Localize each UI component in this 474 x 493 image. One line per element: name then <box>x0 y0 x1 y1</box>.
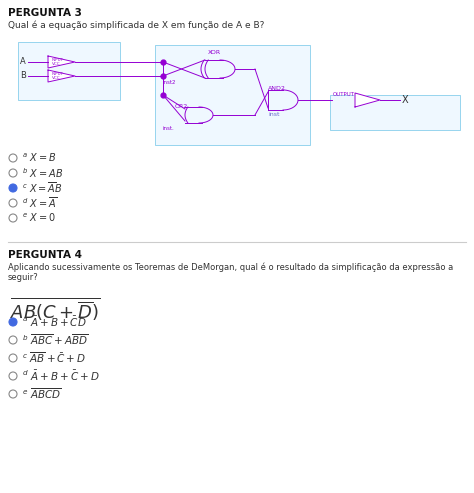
Text: $^b\ \overline{ABC}+A\overline{BD}$: $^b\ \overline{ABC}+A\overline{BD}$ <box>22 333 89 348</box>
Text: OUTPUT: OUTPUT <box>333 93 355 98</box>
Circle shape <box>9 318 17 326</box>
Text: $^e\ \overline{ABCD}$: $^e\ \overline{ABCD}$ <box>22 387 62 401</box>
Text: $^c\ \overline{AB}+\bar{C}+D$: $^c\ \overline{AB}+\bar{C}+D$ <box>22 351 86 365</box>
Circle shape <box>9 199 17 207</box>
Text: inst2: inst2 <box>163 79 176 84</box>
Text: $^d\ X=\overline{A}$: $^d\ X=\overline{A}$ <box>22 196 57 211</box>
Circle shape <box>9 372 17 380</box>
Text: AND2: AND2 <box>268 85 286 91</box>
Text: VCC: VCC <box>52 76 61 80</box>
Text: $^c\ X=\overline{A}B$: $^c\ X=\overline{A}B$ <box>22 180 63 195</box>
Text: Qual é a equação simplificada de X em função de A e B?: Qual é a equação simplificada de X em fu… <box>8 20 264 30</box>
Circle shape <box>9 336 17 344</box>
Text: inst.: inst. <box>163 126 175 131</box>
Bar <box>18 42 120 100</box>
Text: INPUT: INPUT <box>52 58 64 62</box>
Text: Aplicando sucessivamente os Teoremas de DeMorgan, qual é o resultado da simplifi: Aplicando sucessivamente os Teoremas de … <box>8 262 453 282</box>
Text: $^a\ \bar{A}+B+\bar{C}D$: $^a\ \bar{A}+B+\bar{C}D$ <box>22 315 87 329</box>
Polygon shape <box>355 93 380 107</box>
Text: VCC: VCC <box>52 62 61 66</box>
Bar <box>330 95 460 130</box>
Text: $^d\ \bar{A}+B+\bar{C}+D$: $^d\ \bar{A}+B+\bar{C}+D$ <box>22 369 100 383</box>
Circle shape <box>9 390 17 398</box>
Text: XOR: XOR <box>208 49 221 55</box>
Text: $^a\ X=B$: $^a\ X=B$ <box>22 152 56 164</box>
Text: OR2: OR2 <box>175 105 188 109</box>
Text: X: X <box>402 95 409 105</box>
Text: $\overline{AB\left(C+\overline{D}\right)}$: $\overline{AB\left(C+\overline{D}\right)… <box>10 296 100 323</box>
Text: $^b\ X=AB$: $^b\ X=AB$ <box>22 166 64 180</box>
Circle shape <box>9 169 17 177</box>
Circle shape <box>9 184 17 192</box>
Text: $^e\ X=0$: $^e\ X=0$ <box>22 212 56 224</box>
Text: INPUT: INPUT <box>52 72 64 76</box>
Text: PERGUNTA 4: PERGUNTA 4 <box>8 250 82 260</box>
Circle shape <box>9 154 17 162</box>
Text: B: B <box>20 71 26 80</box>
Polygon shape <box>48 56 75 68</box>
Text: A: A <box>20 58 26 67</box>
Text: PERGUNTA 3: PERGUNTA 3 <box>8 8 82 18</box>
Bar <box>155 45 310 145</box>
Text: inst: inst <box>268 112 280 117</box>
Polygon shape <box>48 70 75 82</box>
Circle shape <box>9 354 17 362</box>
Circle shape <box>9 214 17 222</box>
